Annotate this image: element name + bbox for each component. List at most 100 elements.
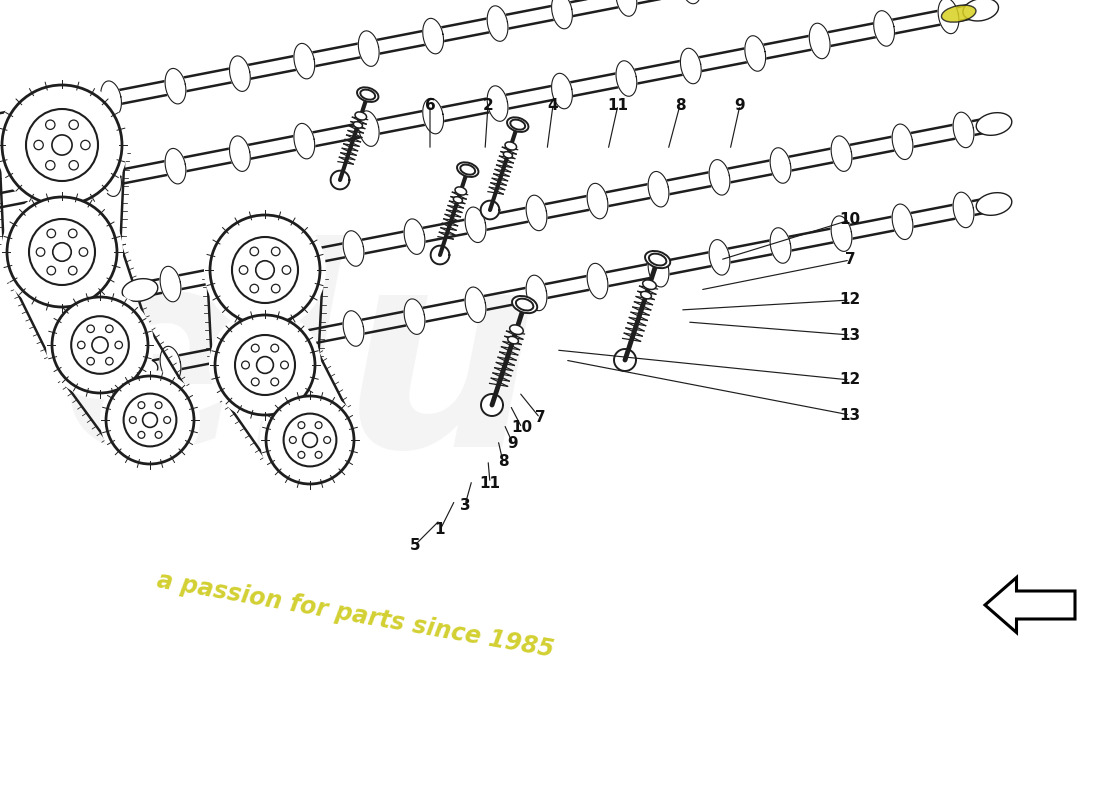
Ellipse shape — [942, 5, 976, 22]
Circle shape — [52, 135, 73, 155]
Circle shape — [250, 247, 258, 256]
Ellipse shape — [361, 90, 375, 100]
Text: 8: 8 — [497, 454, 508, 470]
Circle shape — [256, 357, 274, 374]
Ellipse shape — [353, 122, 363, 128]
Ellipse shape — [453, 197, 462, 203]
Circle shape — [116, 342, 122, 349]
Circle shape — [46, 291, 154, 399]
Polygon shape — [832, 136, 851, 171]
Polygon shape — [422, 98, 443, 134]
Circle shape — [52, 297, 148, 393]
Circle shape — [272, 284, 280, 293]
Circle shape — [289, 437, 296, 443]
Polygon shape — [294, 123, 315, 159]
Circle shape — [100, 370, 200, 470]
Polygon shape — [101, 161, 121, 197]
Polygon shape — [681, 0, 701, 4]
Circle shape — [272, 247, 280, 256]
Circle shape — [47, 266, 56, 275]
Circle shape — [209, 309, 321, 421]
Circle shape — [130, 417, 136, 423]
Circle shape — [106, 376, 194, 464]
Circle shape — [204, 209, 326, 331]
Polygon shape — [953, 192, 974, 228]
Text: 7: 7 — [845, 253, 856, 267]
Circle shape — [68, 229, 77, 238]
Circle shape — [256, 261, 274, 279]
Polygon shape — [282, 242, 303, 278]
Circle shape — [271, 378, 278, 386]
Polygon shape — [481, 201, 499, 219]
Ellipse shape — [122, 278, 157, 302]
Ellipse shape — [504, 152, 513, 158]
Circle shape — [232, 237, 298, 303]
Text: 2: 2 — [483, 98, 494, 113]
Polygon shape — [526, 195, 547, 230]
Ellipse shape — [512, 296, 537, 313]
Circle shape — [298, 422, 305, 429]
Circle shape — [45, 120, 55, 130]
Polygon shape — [404, 299, 425, 334]
Polygon shape — [282, 322, 303, 358]
Polygon shape — [422, 18, 443, 54]
Polygon shape — [230, 136, 251, 171]
Text: 13: 13 — [839, 327, 860, 342]
Circle shape — [68, 266, 77, 275]
Polygon shape — [587, 263, 608, 299]
Circle shape — [266, 396, 354, 484]
Circle shape — [235, 335, 295, 395]
Circle shape — [155, 431, 162, 438]
Polygon shape — [404, 219, 425, 254]
Circle shape — [251, 378, 260, 386]
Circle shape — [214, 315, 315, 415]
Polygon shape — [587, 183, 608, 219]
Ellipse shape — [456, 162, 478, 177]
Polygon shape — [36, 174, 57, 209]
Text: 13: 13 — [839, 407, 860, 422]
Text: 10: 10 — [512, 421, 532, 435]
Circle shape — [72, 316, 129, 374]
Polygon shape — [161, 266, 180, 302]
Ellipse shape — [649, 254, 667, 266]
Text: 1: 1 — [434, 522, 446, 538]
Text: elu: elu — [60, 235, 541, 505]
Circle shape — [29, 219, 95, 285]
Circle shape — [77, 342, 85, 349]
Polygon shape — [710, 239, 730, 275]
Ellipse shape — [355, 112, 366, 120]
Polygon shape — [101, 81, 121, 117]
Circle shape — [138, 402, 145, 409]
Polygon shape — [526, 275, 547, 310]
Polygon shape — [810, 23, 830, 58]
Polygon shape — [616, 0, 637, 16]
Polygon shape — [294, 43, 315, 79]
Circle shape — [36, 248, 45, 256]
Text: 5: 5 — [409, 538, 420, 553]
Polygon shape — [953, 112, 974, 148]
Circle shape — [323, 437, 331, 443]
Circle shape — [26, 109, 98, 181]
Polygon shape — [614, 349, 636, 371]
Polygon shape — [984, 578, 1075, 633]
Text: 8: 8 — [674, 98, 685, 113]
Circle shape — [260, 390, 360, 490]
Ellipse shape — [645, 251, 670, 268]
Ellipse shape — [976, 113, 1012, 135]
Ellipse shape — [516, 298, 534, 310]
Polygon shape — [343, 310, 364, 346]
Circle shape — [250, 284, 258, 293]
Circle shape — [155, 402, 162, 409]
Text: 12: 12 — [839, 293, 860, 307]
Text: 4: 4 — [548, 98, 559, 113]
Ellipse shape — [455, 187, 466, 195]
Polygon shape — [681, 48, 701, 84]
Text: 11: 11 — [607, 98, 628, 113]
Circle shape — [143, 413, 157, 427]
Polygon shape — [230, 56, 251, 91]
Ellipse shape — [507, 118, 528, 132]
Circle shape — [298, 451, 305, 458]
Text: 11: 11 — [480, 475, 501, 490]
Polygon shape — [481, 394, 503, 416]
Circle shape — [210, 215, 320, 325]
